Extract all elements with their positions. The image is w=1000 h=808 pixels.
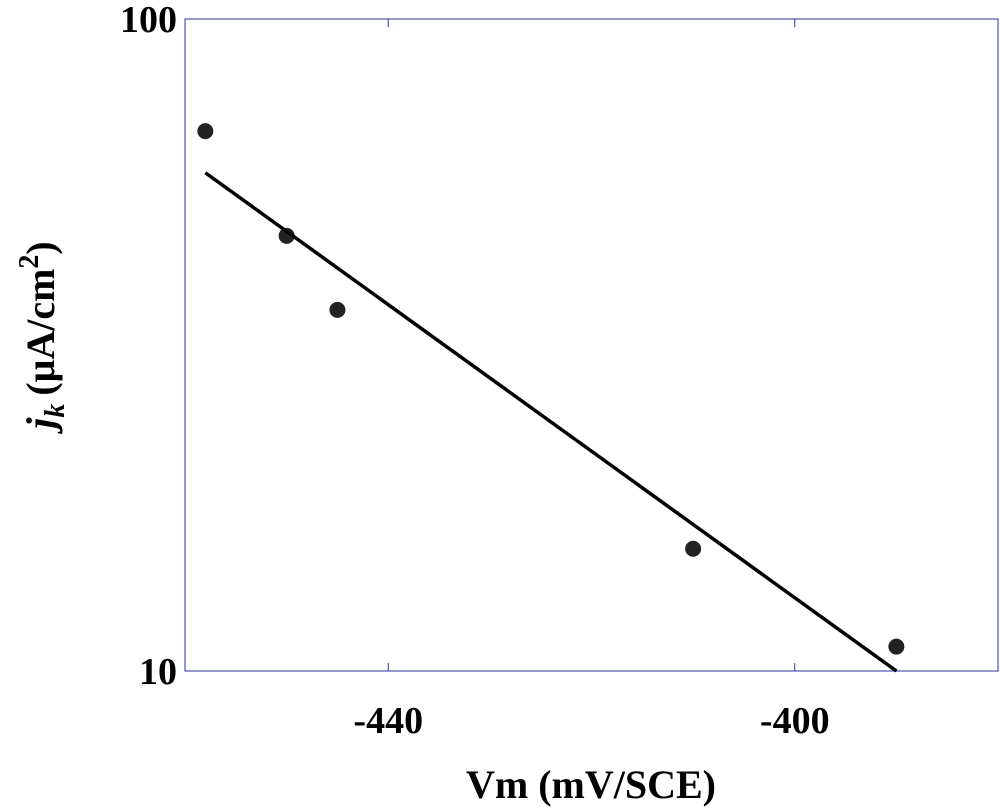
data-point: [888, 638, 905, 655]
x-tick-label: -440: [353, 700, 423, 742]
y-tick-label: 100: [120, 0, 177, 41]
data-point: [278, 227, 295, 244]
y-label-close: ): [18, 241, 63, 254]
y-label-superscript: 2: [14, 255, 45, 269]
data-point: [685, 540, 702, 557]
data-point: [329, 301, 346, 318]
y-tick-label: 10: [139, 651, 177, 693]
y-label-subscript: k: [40, 404, 71, 418]
y-axis-label: jk (μA/cm2): [14, 241, 71, 435]
x-tick-label: -400: [760, 700, 830, 742]
x-axis-label: Vm (mV/SCE): [466, 762, 716, 807]
fit-line: [204, 171, 898, 673]
y-label-symbol: j: [18, 417, 63, 435]
plot-frame: [184, 18, 999, 672]
y-label-unit: (μA/cm: [18, 269, 63, 396]
data-point: [197, 123, 214, 140]
